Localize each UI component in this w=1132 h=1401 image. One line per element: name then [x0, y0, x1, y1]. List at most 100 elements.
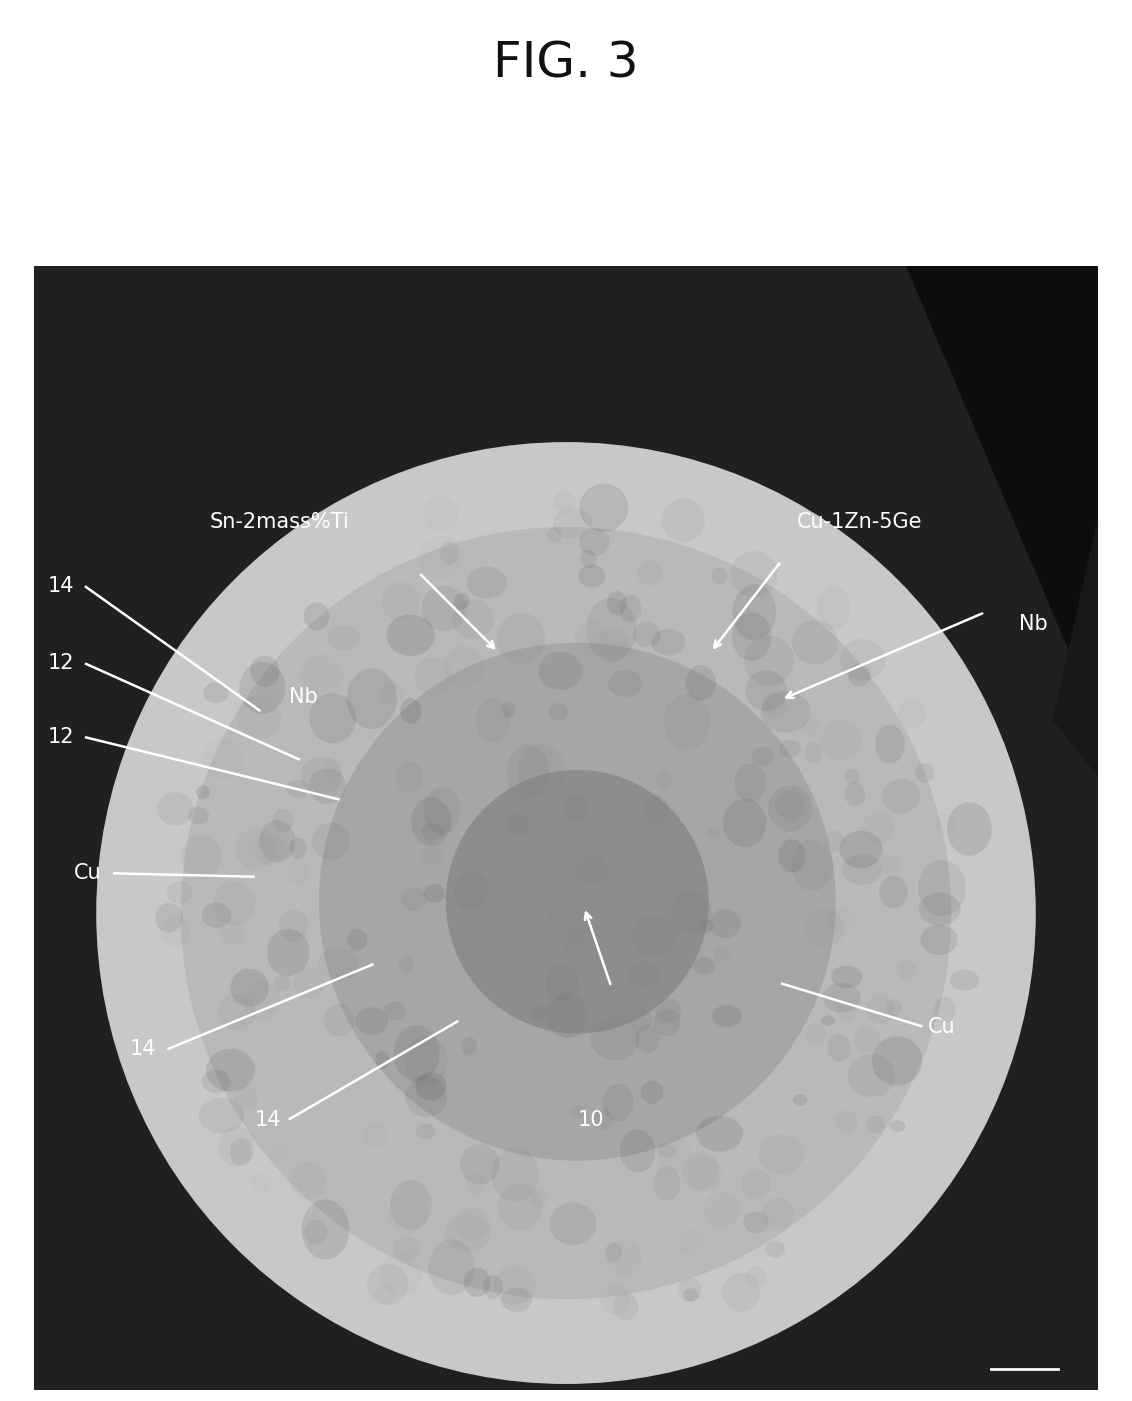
Ellipse shape — [620, 1129, 655, 1173]
Ellipse shape — [779, 740, 801, 757]
Ellipse shape — [732, 612, 772, 661]
Ellipse shape — [421, 586, 466, 632]
Ellipse shape — [636, 560, 662, 586]
Ellipse shape — [746, 670, 787, 710]
Ellipse shape — [763, 1198, 795, 1229]
Ellipse shape — [711, 567, 728, 584]
Ellipse shape — [157, 792, 194, 825]
Ellipse shape — [678, 1278, 702, 1302]
Ellipse shape — [835, 999, 857, 1020]
Ellipse shape — [606, 1240, 642, 1276]
Ellipse shape — [920, 925, 958, 955]
Ellipse shape — [935, 814, 955, 835]
Ellipse shape — [732, 584, 777, 640]
Ellipse shape — [462, 1037, 478, 1055]
Ellipse shape — [875, 724, 904, 764]
Ellipse shape — [230, 1138, 252, 1166]
Ellipse shape — [198, 1098, 245, 1133]
Ellipse shape — [421, 824, 444, 841]
Ellipse shape — [608, 670, 642, 696]
Ellipse shape — [501, 1288, 532, 1311]
Text: Cu: Cu — [928, 1017, 955, 1037]
Ellipse shape — [309, 693, 357, 744]
Ellipse shape — [918, 860, 966, 916]
Ellipse shape — [574, 621, 609, 656]
Ellipse shape — [506, 745, 549, 800]
Ellipse shape — [598, 629, 629, 660]
Ellipse shape — [203, 682, 229, 703]
Ellipse shape — [657, 1136, 693, 1173]
Ellipse shape — [549, 703, 568, 722]
Ellipse shape — [835, 1111, 858, 1132]
Ellipse shape — [619, 595, 642, 622]
Ellipse shape — [355, 1007, 388, 1035]
Text: 12: 12 — [48, 653, 74, 674]
Ellipse shape — [239, 661, 285, 715]
Ellipse shape — [547, 527, 561, 544]
Ellipse shape — [460, 1145, 499, 1184]
Text: 12: 12 — [48, 727, 74, 747]
Ellipse shape — [915, 764, 934, 783]
Ellipse shape — [844, 782, 866, 807]
Ellipse shape — [612, 1293, 638, 1320]
Ellipse shape — [653, 1009, 680, 1035]
Ellipse shape — [455, 1206, 490, 1241]
Ellipse shape — [401, 888, 427, 911]
Ellipse shape — [712, 1005, 743, 1027]
Ellipse shape — [735, 764, 766, 801]
Ellipse shape — [423, 496, 458, 532]
Ellipse shape — [230, 968, 269, 1007]
Ellipse shape — [290, 1161, 327, 1199]
Ellipse shape — [765, 1241, 784, 1258]
Ellipse shape — [234, 1086, 258, 1110]
Ellipse shape — [305, 1220, 328, 1245]
Ellipse shape — [549, 1202, 597, 1245]
Ellipse shape — [687, 1156, 722, 1191]
Ellipse shape — [237, 695, 281, 740]
Ellipse shape — [250, 1173, 272, 1194]
Ellipse shape — [651, 629, 686, 656]
Ellipse shape — [882, 779, 920, 814]
Ellipse shape — [464, 1268, 490, 1297]
Text: 14: 14 — [255, 1110, 281, 1129]
Ellipse shape — [415, 1124, 436, 1139]
Ellipse shape — [671, 890, 712, 934]
Ellipse shape — [346, 668, 397, 729]
Ellipse shape — [740, 1168, 771, 1199]
Ellipse shape — [242, 982, 281, 1020]
Ellipse shape — [181, 835, 222, 878]
Ellipse shape — [531, 1005, 547, 1023]
Ellipse shape — [679, 1230, 704, 1255]
Ellipse shape — [440, 541, 458, 565]
Text: Nb: Nb — [1019, 614, 1047, 633]
Ellipse shape — [250, 656, 280, 686]
Ellipse shape — [607, 591, 627, 615]
Ellipse shape — [565, 930, 603, 965]
Ellipse shape — [934, 996, 955, 1024]
Text: Nb: Nb — [289, 688, 317, 708]
Ellipse shape — [188, 807, 209, 824]
Ellipse shape — [423, 884, 445, 904]
Ellipse shape — [554, 507, 593, 539]
Ellipse shape — [274, 975, 290, 992]
Ellipse shape — [428, 1240, 475, 1296]
Ellipse shape — [466, 567, 507, 598]
Ellipse shape — [446, 769, 709, 1034]
Ellipse shape — [599, 1283, 631, 1316]
Ellipse shape — [823, 984, 860, 1012]
Ellipse shape — [775, 790, 805, 820]
Ellipse shape — [631, 913, 678, 957]
Ellipse shape — [658, 1143, 676, 1157]
Ellipse shape — [386, 615, 435, 656]
Ellipse shape — [312, 822, 350, 860]
Ellipse shape — [602, 1083, 634, 1121]
Ellipse shape — [201, 902, 231, 927]
Ellipse shape — [947, 803, 992, 856]
Ellipse shape — [792, 619, 838, 664]
Ellipse shape — [506, 814, 530, 835]
Ellipse shape — [730, 551, 778, 597]
Ellipse shape — [387, 1192, 427, 1233]
Ellipse shape — [655, 998, 681, 1023]
Ellipse shape — [580, 549, 597, 567]
Text: Cu: Cu — [74, 863, 101, 883]
